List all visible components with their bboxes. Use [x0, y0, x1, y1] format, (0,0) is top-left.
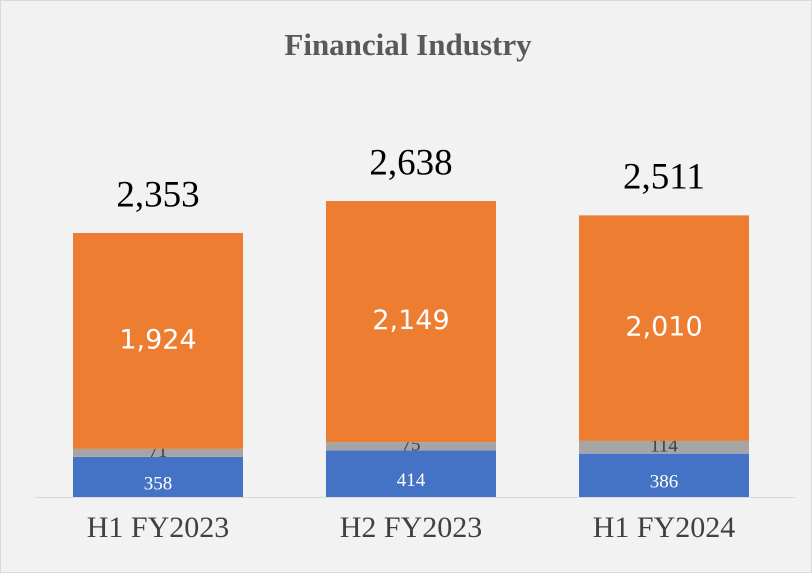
bar-segment: [326, 442, 496, 451]
x-tick-label: H1 FY2023: [87, 511, 230, 544]
data-label: 2,010: [625, 312, 702, 343]
data-label: 114: [650, 436, 678, 457]
data-label: 1,924: [119, 324, 196, 355]
total-label: 2,638: [369, 142, 452, 183]
bar-segment: [579, 440, 749, 454]
data-label: 414: [397, 470, 426, 491]
data-label: 358: [144, 473, 173, 494]
chart-title: Financial Industry: [284, 27, 532, 62]
data-label: 2,149: [372, 305, 449, 336]
total-label: 2,511: [623, 157, 705, 198]
x-tick-label: H2 FY2023: [340, 511, 483, 544]
bar-segment: [579, 453, 749, 497]
bar-segment: [73, 232, 243, 449]
data-label: 386: [650, 472, 679, 493]
bar-segment: [326, 450, 496, 497]
total-label: 2,353: [116, 174, 199, 215]
bar-segment: [73, 448, 243, 457]
x-tick-label: H1 FY2024: [593, 511, 736, 544]
bar-segment: [579, 215, 749, 441]
bar-segment: [73, 456, 243, 497]
bar-segment: [326, 201, 496, 443]
